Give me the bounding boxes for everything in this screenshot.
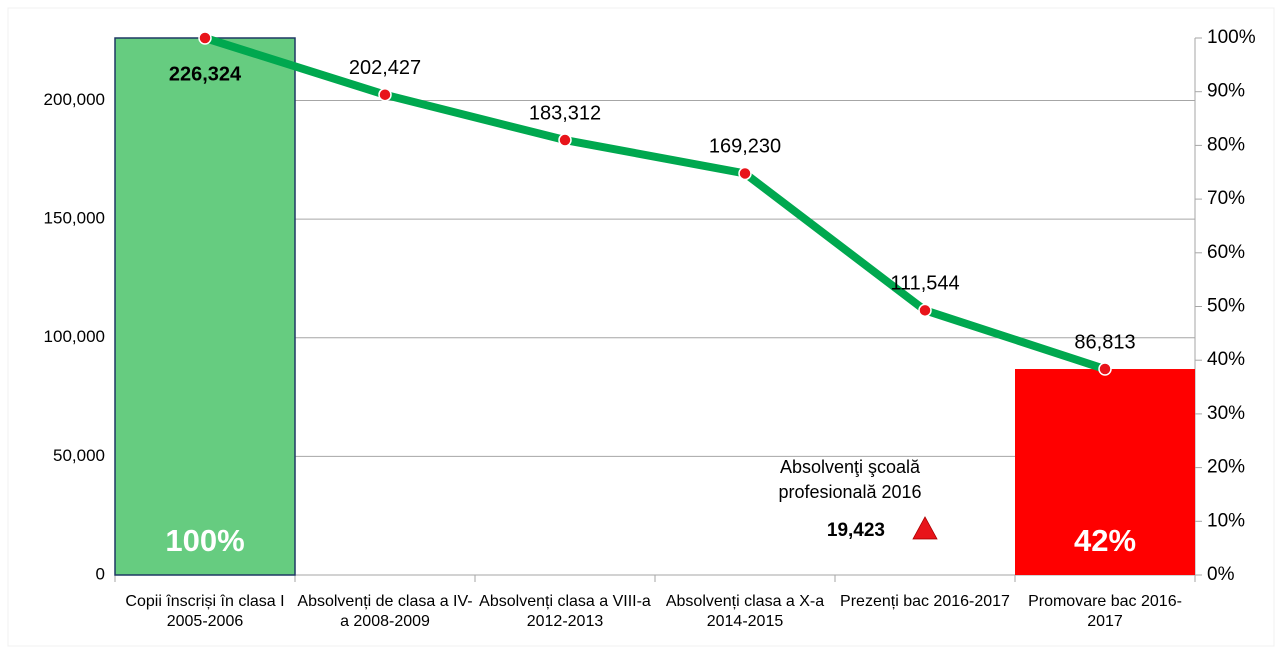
bar (114, 37, 296, 576)
line-marker (558, 133, 572, 147)
y2-tick-label: 70% (1207, 188, 1245, 209)
y2-tick-label: 80% (1207, 134, 1245, 155)
chart-frame (7, 7, 1275, 647)
bar-annotation: 42% (1074, 523, 1136, 558)
data-label: 226,324 (169, 63, 242, 85)
x-tick-label: Absolvenți clasa a X-a 2014-2015 (665, 593, 825, 630)
y2-tick-label: 30% (1207, 403, 1245, 424)
data-label: 86,813 (1074, 331, 1135, 353)
y2-tick-label: 50% (1207, 296, 1245, 317)
y-tick-label: 50,000 (53, 446, 105, 465)
line-marker (738, 166, 752, 181)
y2-tick-label: 100% (1207, 27, 1256, 48)
y-tick-label: 100,000 (44, 327, 105, 346)
line (203, 34, 1107, 373)
data-label: 111,544 (890, 273, 959, 295)
x-tick-label: Promovare bac 2016-2017 (1028, 593, 1182, 630)
line-marker (1098, 362, 1112, 376)
y2-tick-label: 20% (1207, 457, 1245, 478)
y2-tick-label: 10% (1207, 510, 1245, 531)
x-tick-label: Absolvenți de clasa a IV-a 2008-2009 (297, 593, 473, 630)
data-label: 202,427 (349, 57, 421, 79)
bar-annotation: 100% (165, 523, 244, 558)
y2-tick-label: 0% (1207, 564, 1235, 585)
x-tick-label: Copii înscriși în clasa I 2005-2006 (125, 593, 285, 630)
line-marker (198, 31, 212, 45)
line-marker (918, 303, 932, 318)
x-tick-label: Absolvenți clasa a VIII-a 2012-2013 (479, 593, 651, 630)
y2-tick-label: 60% (1207, 242, 1245, 263)
x-tick-label: Prezenți bac 2016-2017 (840, 593, 1010, 610)
bar (1015, 369, 1195, 575)
annotation: Absolvenţi şcoală profesională 2016 (778, 456, 922, 502)
y2-tick-label: 40% (1207, 349, 1245, 370)
y-tick-label: 0 (96, 564, 105, 583)
y-tick-label: 150,000 (44, 209, 105, 228)
data-label: 183,312 (529, 102, 601, 124)
data-label: 169,230 (709, 136, 781, 158)
data-label: 19,423 (827, 520, 885, 541)
y-tick-label: 200,000 (44, 90, 105, 109)
line-marker (378, 87, 392, 102)
triangle-marker (912, 516, 938, 540)
y2-tick-label: 90% (1207, 81, 1245, 102)
